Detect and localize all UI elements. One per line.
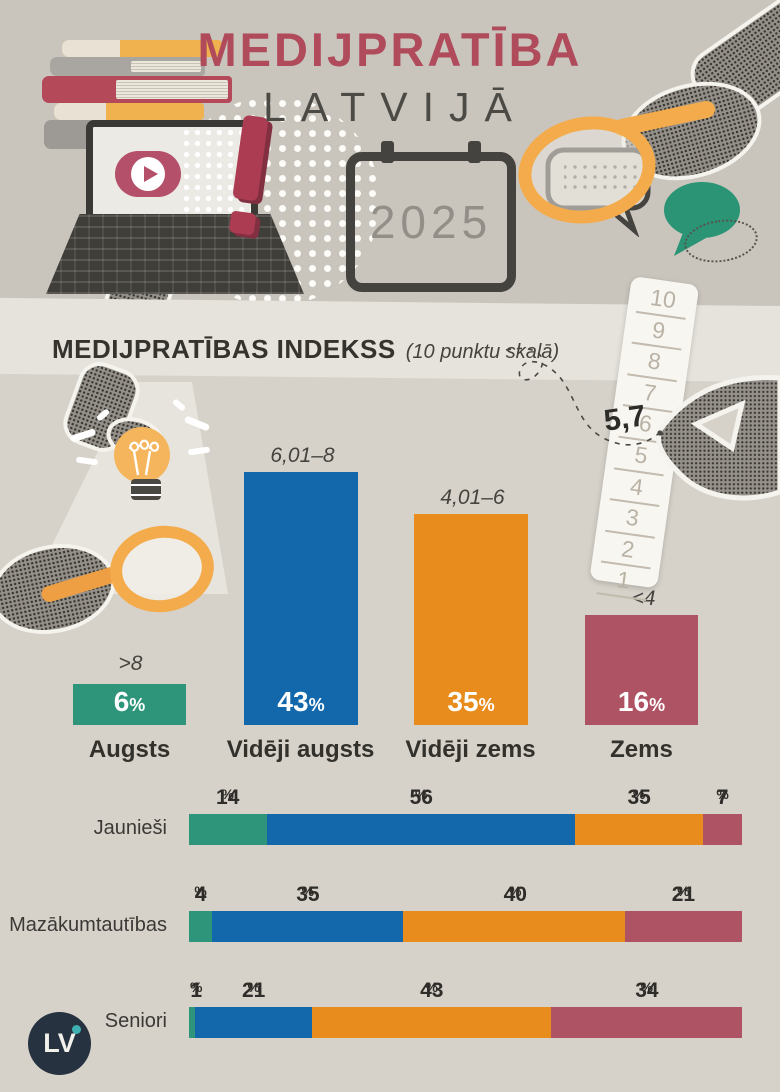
segment-blue [266,814,575,845]
bar-zems: 16% [585,615,698,725]
stacked-bar-row [189,1007,742,1038]
calendar-tab [468,141,481,163]
book-spine [54,103,106,120]
stacked-bar-row [189,814,742,845]
lightbulb-icon [114,427,170,483]
bar-videji-augsts: 43% [244,472,358,725]
category-label: Zems [610,736,673,763]
segment-orange [403,911,625,942]
index-heading-note: (10 punktu skalā) [405,341,560,363]
range-label: 4,01–6 [440,486,505,509]
segment-labels-row: 4% 35% 40% 21% [194,883,696,906]
category-label: Vidēji augsts [226,736,375,763]
group-label: Mazākumtautības [9,914,167,936]
book-icon [62,40,222,57]
calendar-tab [381,141,394,163]
play-circle [131,157,165,191]
segment-maroon [624,911,742,942]
percent-sign: % [129,695,146,715]
index-value-label: 5,7 [601,399,648,438]
category-label: Vidēji zems [405,736,536,763]
laptop-keyboard-icon [46,214,304,294]
speech-bubble-green-icon [664,182,740,256]
calendar-icon: 2025 [346,141,516,292]
group-label: Seniori [104,1010,167,1032]
book-spine [62,40,120,57]
bar-value: 43% [277,686,325,717]
segment-blue [212,911,403,942]
percent-sign: % [649,695,666,715]
segment-green [189,1007,196,1038]
segment-green [189,911,213,942]
play-triangle-icon [144,166,158,182]
stacked-bar-row [189,911,742,942]
section-heading: MEDIJPRATĪBAS INDEKSS (10 punktu skalā) [52,334,559,365]
book-icon [42,76,232,103]
bulb-base [131,479,161,500]
page-title: MEDIJPRATĪBA [197,23,583,76]
bar-value: 16% [617,686,666,717]
percent-sign: % [478,695,495,715]
segment-orange [574,814,703,845]
book-icon [50,57,205,76]
lv-logo: LV [28,1012,91,1075]
segment-labels-row: 1% 21% 43% 34% [189,979,659,1002]
year-label: 2025 [369,196,493,248]
book-icon [54,103,204,120]
book-pages [131,61,201,72]
bar-value: 6% [113,686,146,717]
category-label: Augsts [88,736,171,763]
book-pages [116,80,228,99]
bar-videji-zems: 35% [414,514,528,725]
group-label: Jaunieši [93,817,167,839]
segment-labels-row: 14% 56% 35% 7% [216,786,729,809]
range-label: <4 [631,587,656,610]
scale-tick: 1 [596,562,651,602]
video-play-icon [115,151,181,197]
segment-blue [195,1007,313,1038]
range-label: >8 [118,652,143,675]
segment-maroon [702,814,742,845]
exclamation-dot [228,210,257,236]
segment-orange [312,1007,552,1038]
logo-teal-dot [72,1025,81,1034]
segment-green [189,814,267,845]
range-label: 6,01–8 [270,444,335,467]
bulb-filament [128,439,160,476]
logo-text: LV [43,1028,76,1058]
index-heading-text: MEDIJPRATĪBAS INDEKSS [52,334,396,364]
pinching-hand-icon [656,375,780,501]
bar-augsts: 6% [73,684,186,725]
bar-value: 35% [447,686,495,717]
segment-maroon [551,1007,742,1038]
page-subtitle: LATVIJĀ [263,84,527,130]
percent-sign: % [308,695,325,715]
